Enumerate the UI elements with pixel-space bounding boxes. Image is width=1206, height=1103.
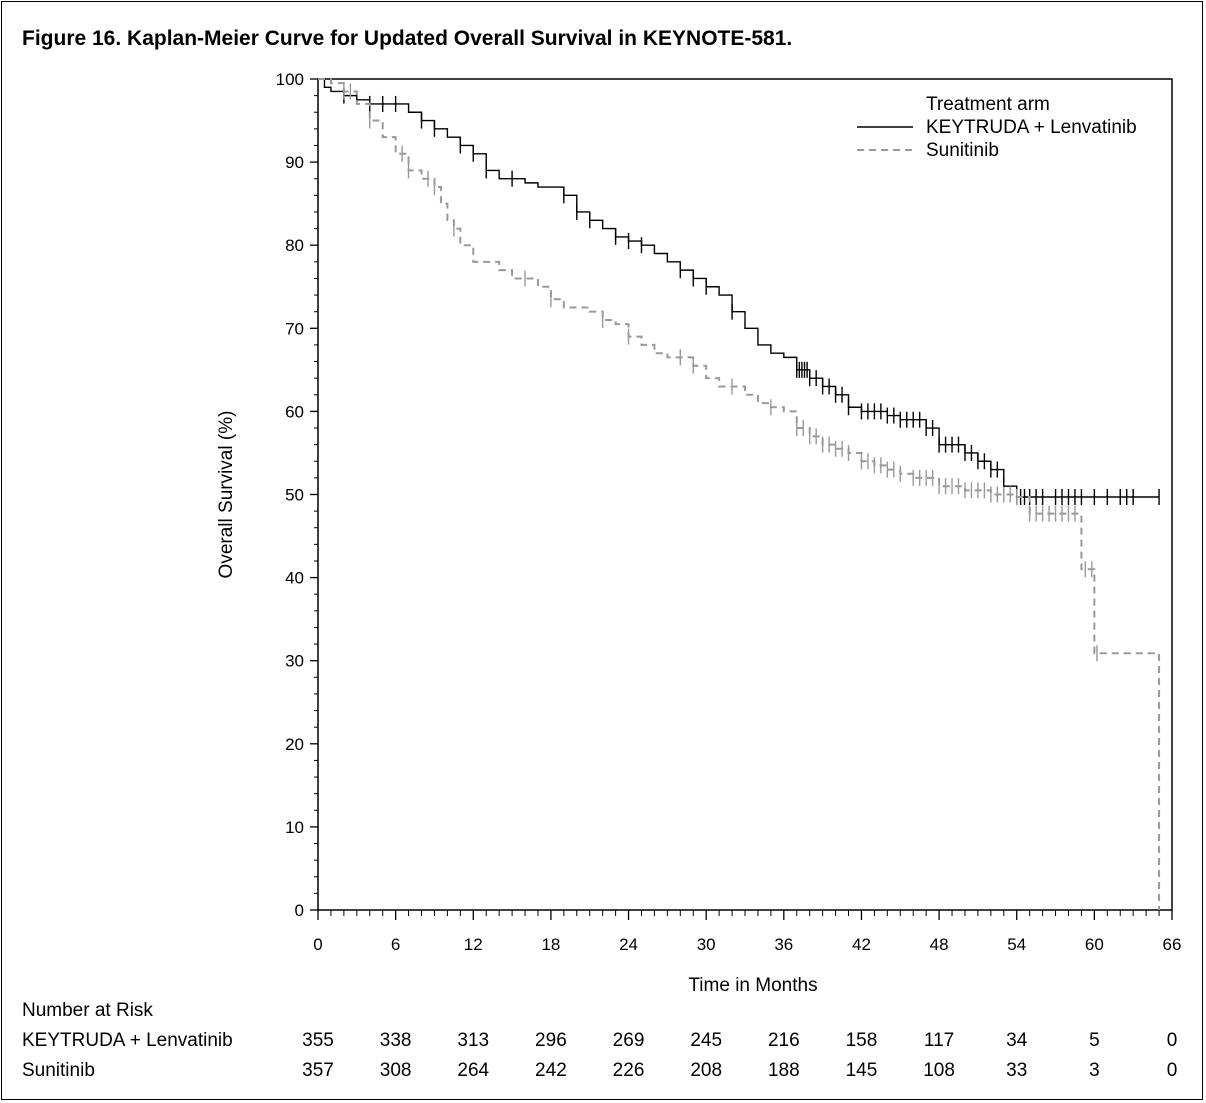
risk-value: 188 bbox=[767, 1060, 800, 1081]
risk-value: 264 bbox=[457, 1060, 490, 1081]
risk-row-label: Sunitinib bbox=[22, 1060, 95, 1081]
risk-value: 216 bbox=[767, 1030, 800, 1051]
legend-entry-0: KEYTRUDA + Lenvatinib bbox=[926, 117, 1137, 138]
y-axis-label: Overall Survival (%) bbox=[216, 411, 237, 579]
x-tick-label: 48 bbox=[930, 935, 949, 954]
y-tick-label: 70 bbox=[285, 319, 304, 338]
legend-title: Treatment arm bbox=[926, 94, 1050, 115]
x-tick-label: 6 bbox=[391, 935, 400, 954]
risk-value: 5 bbox=[1089, 1030, 1100, 1051]
risk-value: 269 bbox=[612, 1030, 645, 1051]
x-tick-label: 24 bbox=[619, 935, 638, 954]
risk-value: 357 bbox=[302, 1060, 334, 1081]
y-tick-label: 20 bbox=[285, 735, 304, 754]
risk-value: 158 bbox=[845, 1030, 878, 1051]
y-tick-label: 50 bbox=[285, 486, 304, 505]
y-tick-label: 90 bbox=[285, 153, 304, 172]
risk-value: 34 bbox=[1006, 1030, 1028, 1051]
x-tick-label: 42 bbox=[852, 935, 871, 954]
risk-value: 296 bbox=[535, 1030, 567, 1051]
x-tick-label: 12 bbox=[464, 935, 483, 954]
x-axis-label: Time in Months bbox=[688, 975, 817, 996]
risk-value: 145 bbox=[845, 1060, 878, 1081]
risk-value: 313 bbox=[457, 1030, 490, 1051]
x-tick-label: 66 bbox=[1163, 935, 1182, 954]
risk-value: 3 bbox=[1089, 1060, 1100, 1081]
x-tick-label: 30 bbox=[697, 935, 716, 954]
y-tick-label: 0 bbox=[295, 901, 304, 920]
risk-value: 33 bbox=[1006, 1060, 1028, 1081]
series-line-0 bbox=[318, 78, 1160, 498]
risk-row-label: KEYTRUDA + Lenvatinib bbox=[22, 1030, 233, 1051]
risk-value: 226 bbox=[612, 1060, 645, 1081]
figure-title: Figure 16. Kaplan-Meier Curve for Update… bbox=[22, 27, 793, 50]
risk-value: 0 bbox=[1166, 1030, 1178, 1051]
x-tick-label: 0 bbox=[313, 935, 322, 954]
series-line-1 bbox=[318, 78, 1161, 910]
x-tick-label: 54 bbox=[1007, 935, 1026, 954]
y-tick-label: 100 bbox=[276, 70, 304, 89]
risk-value: 245 bbox=[690, 1030, 723, 1051]
risk-value: 117 bbox=[923, 1030, 955, 1051]
legend-entry-1: Sunitinib bbox=[926, 140, 999, 161]
y-tick-label: 60 bbox=[285, 402, 304, 421]
risk-row: Sunitinib 357 308 264 242 226 208 188 145 108 33 3 0 bbox=[0, 1060, 1206, 1086]
risk-row: KEYTRUDA + Lenvatinib 355 338 313 296 269 245 2… bbox=[0, 1030, 1206, 1056]
risk-value: 355 bbox=[302, 1030, 334, 1051]
x-tick-label: 36 bbox=[774, 935, 793, 954]
y-tick-label: 30 bbox=[285, 652, 304, 671]
risk-table-header: Number at Risk bbox=[22, 1000, 153, 1021]
x-tick-label: 18 bbox=[541, 935, 560, 954]
x-tick-label: 60 bbox=[1085, 935, 1104, 954]
risk-value: 108 bbox=[923, 1060, 955, 1081]
risk-value: 338 bbox=[379, 1030, 412, 1051]
axes: 0 10 20 30 40 50 60 70 80 90 100 0 6 12 18 24 30 36 42 48 54… bbox=[216, 70, 1181, 996]
risk-value: 208 bbox=[690, 1060, 723, 1081]
survival-curves bbox=[318, 78, 1161, 910]
risk-value: 0 bbox=[1166, 1060, 1178, 1081]
y-tick-label: 40 bbox=[285, 569, 304, 588]
y-tick-label: 10 bbox=[285, 818, 304, 837]
risk-value: 308 bbox=[379, 1060, 412, 1081]
risk-value: 242 bbox=[535, 1060, 567, 1081]
y-tick-label: 80 bbox=[285, 236, 304, 255]
